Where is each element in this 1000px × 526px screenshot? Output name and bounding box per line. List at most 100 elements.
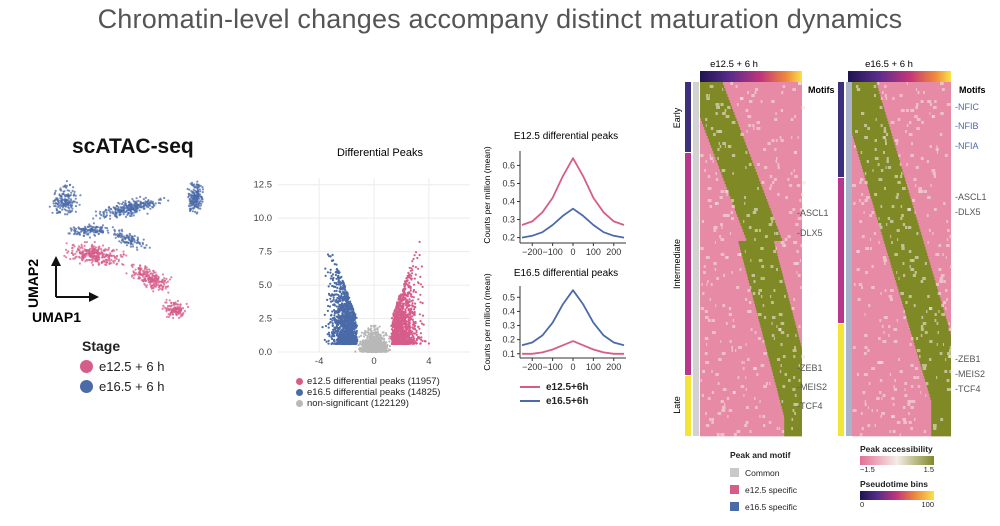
heatmap-noise: [709, 154, 711, 158]
profile-legend-label-e12: e12.5+6h: [546, 381, 589, 393]
umap-point: [109, 252, 112, 255]
umap-point: [114, 211, 117, 214]
umap-point: [187, 192, 190, 195]
volcano-point-ns: [375, 349, 378, 352]
volcano-point: [347, 333, 351, 336]
umap-point: [75, 255, 78, 258]
volcano-point: [409, 277, 412, 280]
volcano-point-ns: [373, 338, 377, 341]
heatmap-row-band: [746, 238, 782, 242]
volcano-point: [341, 322, 344, 325]
umap-point: [123, 206, 126, 209]
volcano-point: [396, 303, 399, 306]
umap-point: [89, 247, 92, 250]
umap-point: [66, 213, 69, 216]
heatmap-noise: [722, 214, 727, 218]
umap-point: [116, 233, 119, 236]
heatmap-noise: [754, 91, 757, 95]
heatmap-noise: [751, 274, 755, 278]
umap-point: [74, 197, 77, 200]
heatmap-row-band: [741, 226, 778, 230]
profile-xtick: −100: [542, 247, 562, 257]
heatmap-noise: [793, 151, 797, 155]
heatmap-noise: [722, 142, 726, 146]
umap-point: [142, 269, 145, 272]
volcano-point: [345, 291, 348, 294]
volcano-point: [330, 275, 333, 278]
volcano-point: [326, 333, 329, 336]
volcano-point: [354, 333, 358, 336]
umap-point: [199, 184, 202, 187]
volcano-point: [419, 320, 422, 323]
volcano-point-ns: [374, 328, 377, 331]
umap-point: [201, 191, 204, 194]
heatmap-noise: [775, 232, 779, 236]
umap-point: [132, 237, 135, 240]
umap-point: [105, 211, 108, 214]
heatmap-noise: [748, 163, 752, 167]
stage-bar2-late: [838, 324, 844, 436]
umap-point: [91, 255, 95, 258]
volcano-point-ns: [361, 350, 364, 353]
volcano-point: [391, 338, 394, 341]
umap-point: [70, 204, 73, 207]
umap-point: [159, 202, 162, 205]
umap-point: [166, 280, 170, 283]
umap-point: [167, 308, 170, 312]
volcano-point: [335, 270, 338, 273]
umap-point: [113, 232, 116, 235]
volcano-point: [328, 335, 331, 338]
umap-point: [134, 273, 137, 276]
profile-ytick: 0.4: [502, 197, 515, 207]
heatmap-noise: [776, 268, 778, 272]
volcano-point: [401, 304, 404, 307]
heatmap-noise: [801, 205, 804, 209]
umap-point: [69, 227, 72, 230]
volcano-point: [339, 326, 342, 329]
volcano-point: [342, 280, 345, 284]
heatmap-noise: [731, 217, 734, 221]
umap-point: [138, 209, 141, 212]
umap-point: [73, 190, 76, 193]
volcano-point: [337, 280, 340, 284]
volcano-point: [347, 318, 350, 321]
volcano-point: [331, 310, 334, 313]
heatmap-noise: [713, 226, 718, 230]
umap-point: [119, 235, 122, 239]
volcano-point: [327, 326, 330, 329]
heatmap-noise: [775, 247, 777, 251]
volcano-point: [353, 342, 356, 345]
heatmap-noise: [773, 250, 776, 254]
volcano-point: [399, 340, 402, 343]
umap-point: [146, 212, 149, 215]
umap-point: [54, 202, 58, 205]
heatmap-noise: [710, 127, 714, 131]
heatmap-noise: [760, 247, 764, 251]
volcano-point: [407, 324, 410, 327]
volcano-point-ns: [377, 336, 381, 339]
umap-point: [104, 215, 107, 218]
volcano-point: [351, 333, 354, 336]
umap-point: [115, 216, 119, 219]
volcano-point: [349, 334, 352, 337]
volcano-point: [334, 273, 337, 277]
volcano-point: [398, 341, 401, 344]
volcano-point: [332, 296, 335, 299]
umap-point: [87, 258, 90, 261]
volcano-point-ns: [380, 338, 383, 341]
profile-e16-ylabel: Counts per million (mean): [482, 273, 492, 370]
volcano-point: [333, 281, 336, 284]
umap-point: [101, 244, 105, 247]
volcano-point: [339, 342, 343, 345]
volcano-point: [353, 335, 356, 338]
heatmap-noise: [753, 280, 756, 284]
umap-point: [133, 206, 136, 209]
volcano-point: [332, 328, 335, 331]
heatmap-noise: [709, 85, 714, 89]
umap-point: [96, 230, 99, 233]
heatmap-row-band: [738, 241, 775, 245]
umap-point: [147, 202, 150, 205]
umap-point: [120, 233, 123, 236]
umap-point: [65, 184, 68, 187]
umap-point: [124, 238, 127, 241]
